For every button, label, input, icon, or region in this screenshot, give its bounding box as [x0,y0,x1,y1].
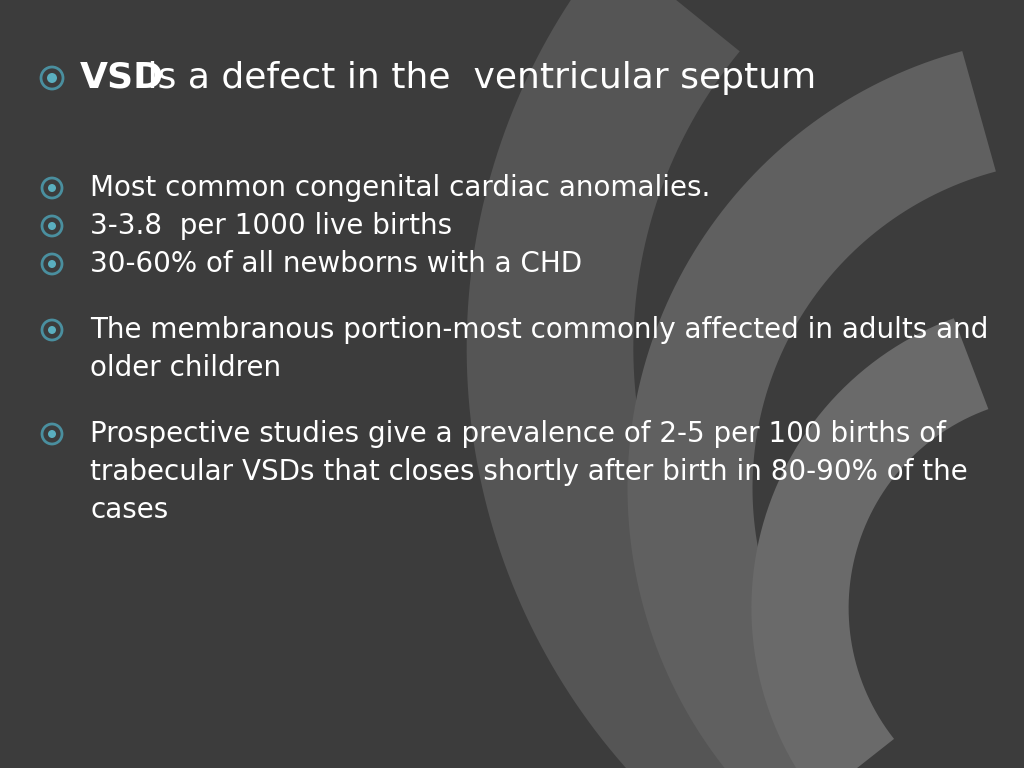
Text: trabecular VSDs that closes shortly after birth in 80-90% of the: trabecular VSDs that closes shortly afte… [90,458,968,486]
Circle shape [48,260,56,268]
Circle shape [48,184,56,192]
Text: older children: older children [90,354,282,382]
Circle shape [48,222,56,230]
Text: is a defect in the  ventricular septum: is a defect in the ventricular septum [136,61,816,95]
Circle shape [48,326,56,334]
Text: 3-3.8  per 1000 live births: 3-3.8 per 1000 live births [90,212,453,240]
Text: cases: cases [90,496,168,524]
Circle shape [48,430,56,438]
Text: 30-60% of all newborns with a CHD: 30-60% of all newborns with a CHD [90,250,582,278]
Text: Prospective studies give a prevalence of 2-5 per 100 births of: Prospective studies give a prevalence of… [90,420,946,448]
Text: Most common congenital cardiac anomalies.: Most common congenital cardiac anomalies… [90,174,711,202]
Text: The membranous portion-most commonly affected in adults and: The membranous portion-most commonly aff… [90,316,988,344]
Text: VSD: VSD [80,61,164,95]
Circle shape [47,73,57,83]
